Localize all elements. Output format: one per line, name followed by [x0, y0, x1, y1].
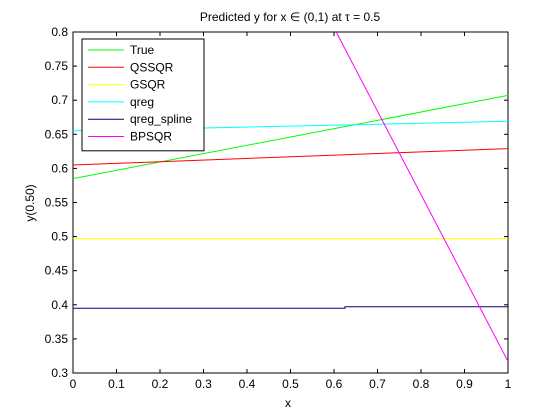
series-line-qreg-spline — [73, 306, 508, 309]
y-tick-label: 0.65 — [45, 127, 69, 141]
x-tick-label: 0.5 — [282, 377, 299, 391]
series-line-bpsqr — [335, 32, 508, 362]
y-tick-label: 0.35 — [45, 332, 69, 346]
x-tick-label: 0 — [70, 377, 77, 391]
y-tick-label: 0.5 — [51, 230, 68, 244]
y-tick-label: 0.8 — [51, 25, 68, 39]
series-group — [73, 32, 508, 362]
series-line-qssqr — [73, 148, 508, 166]
x-axis-label: x — [285, 396, 291, 410]
y-axis-label: y(0.50) — [23, 184, 37, 221]
legend-label: GSQR — [130, 78, 166, 92]
y-tick-label: 0.4 — [51, 298, 68, 312]
chart-title: Predicted y for x ∈ (0,1) at τ = 0.5 — [200, 10, 381, 24]
x-tick-label: 0.2 — [152, 377, 169, 391]
x-tick-label: 0.8 — [413, 377, 430, 391]
x-tick-label: 0.7 — [369, 377, 386, 391]
legend-label: qreg — [130, 95, 154, 109]
y-tick-label: 0.45 — [45, 264, 69, 278]
x-tick-label: 0.9 — [456, 377, 473, 391]
legend-box — [81, 38, 205, 152]
legend-label: True — [130, 43, 155, 57]
y-tick-label: 0.55 — [45, 196, 69, 210]
legend-label: QSSQR — [130, 60, 174, 74]
legend-label: qreg_spline — [130, 112, 192, 126]
x-tick-label: 0.1 — [108, 377, 125, 391]
legend: True QSSQR GSQR qreg qreg_spline BPSQR — [81, 38, 205, 152]
legend-label: BPSQR — [130, 130, 172, 144]
y-tick-label: 0.3 — [51, 366, 68, 380]
x-tick-label: 0.3 — [195, 377, 212, 391]
y-tick-label: 0.7 — [51, 93, 68, 107]
series-line-true — [73, 94, 508, 180]
y-tick-label: 0.6 — [51, 161, 68, 175]
x-tick-label: 0.4 — [239, 377, 256, 391]
x-tick-label: 1 — [505, 377, 512, 391]
y-tick-label: 0.75 — [45, 59, 69, 73]
x-tick-label: 0.6 — [326, 377, 343, 391]
